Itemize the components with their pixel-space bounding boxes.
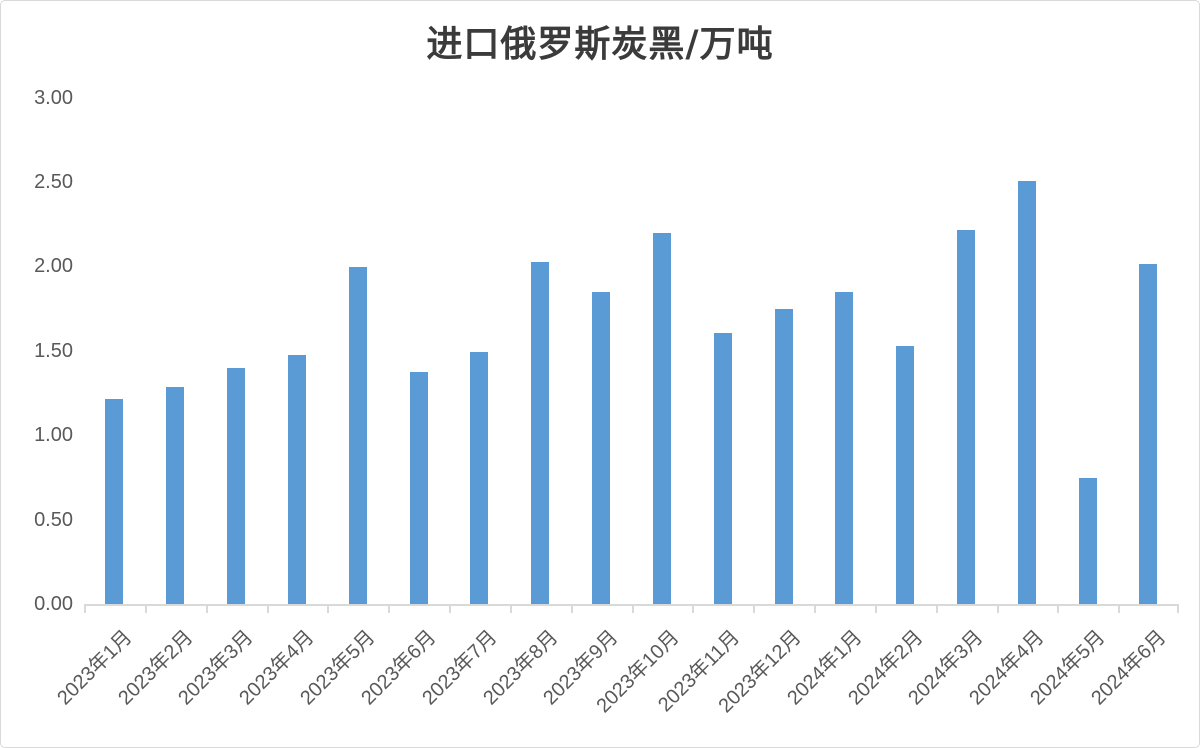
y-axis-label: 0.00 (34, 593, 73, 615)
bar-slot (266, 98, 327, 605)
bar (592, 292, 611, 605)
x-axis-tick (449, 604, 451, 613)
bar (531, 261, 550, 605)
bar (896, 346, 915, 605)
bar-slot (84, 98, 145, 605)
bar (287, 354, 306, 605)
bar-slot (510, 98, 571, 605)
bar (227, 368, 246, 605)
x-axis-labels: 2023年1月 2023年2月 2023年3月 2023年4月 2023年5月 2023年… (53, 612, 1179, 747)
bar-slot (814, 98, 875, 605)
y-axis-label: 1.00 (34, 424, 73, 447)
bar-slot (1057, 98, 1118, 605)
bar-slot (631, 98, 692, 605)
bar (1139, 263, 1158, 605)
x-axis-tick (692, 604, 695, 613)
bar (713, 332, 732, 605)
x-axis-ticks (84, 604, 1179, 613)
y-axis-label: 3.00 (34, 86, 73, 109)
x-axis-tick (631, 604, 634, 613)
x-axis-tick (388, 604, 391, 613)
x-axis-tick (1118, 604, 1121, 613)
bar-slot (145, 98, 206, 605)
bar-slot (936, 98, 997, 605)
bar-slot (206, 98, 267, 605)
bar (835, 292, 854, 605)
bar-slot (875, 98, 936, 605)
x-axis-tick (84, 604, 86, 613)
x-axis-tick (814, 604, 816, 613)
bar (348, 267, 367, 605)
bar-slot (571, 98, 632, 605)
bar (652, 233, 671, 605)
x-axis-tick (753, 604, 756, 613)
bar (409, 371, 428, 605)
x-axis-tick (205, 604, 208, 613)
bar-slot (996, 98, 1057, 605)
bar-slot (388, 98, 449, 605)
x-axis-tick (874, 604, 877, 613)
plot-area (84, 98, 1179, 605)
bar (957, 229, 975, 605)
y-axis-label: 2.50 (34, 171, 73, 193)
x-axis-tick (935, 604, 938, 613)
bar-slot (753, 98, 814, 605)
y-axis: 3.00 2.50 2.00 1.50 1.00 0.50 0.00 (1, 1, 73, 747)
bar-slot (1118, 98, 1179, 605)
x-axis-tick (1177, 604, 1179, 613)
bar (774, 309, 793, 605)
bar-slot (692, 98, 753, 605)
x-axis-tick (570, 604, 573, 613)
bar-slot (327, 98, 388, 605)
bar-slot (449, 98, 510, 605)
x-axis-tick (996, 604, 999, 613)
bar (1017, 180, 1036, 605)
x-axis-tick (144, 604, 147, 613)
bar (105, 398, 124, 605)
y-axis-label: 0.50 (34, 508, 73, 531)
x-axis-tick (509, 604, 512, 613)
y-axis-label: 1.50 (34, 339, 73, 362)
bar (1078, 478, 1097, 605)
bar (166, 387, 185, 605)
x-axis-tick (1057, 604, 1060, 613)
chart-title: 进口俄罗斯炭黑/万吨 (426, 23, 774, 65)
bar (470, 351, 489, 605)
x-axis-tick (327, 604, 330, 613)
y-axis-label: 2.00 (34, 255, 73, 278)
x-axis-tick (266, 604, 269, 613)
